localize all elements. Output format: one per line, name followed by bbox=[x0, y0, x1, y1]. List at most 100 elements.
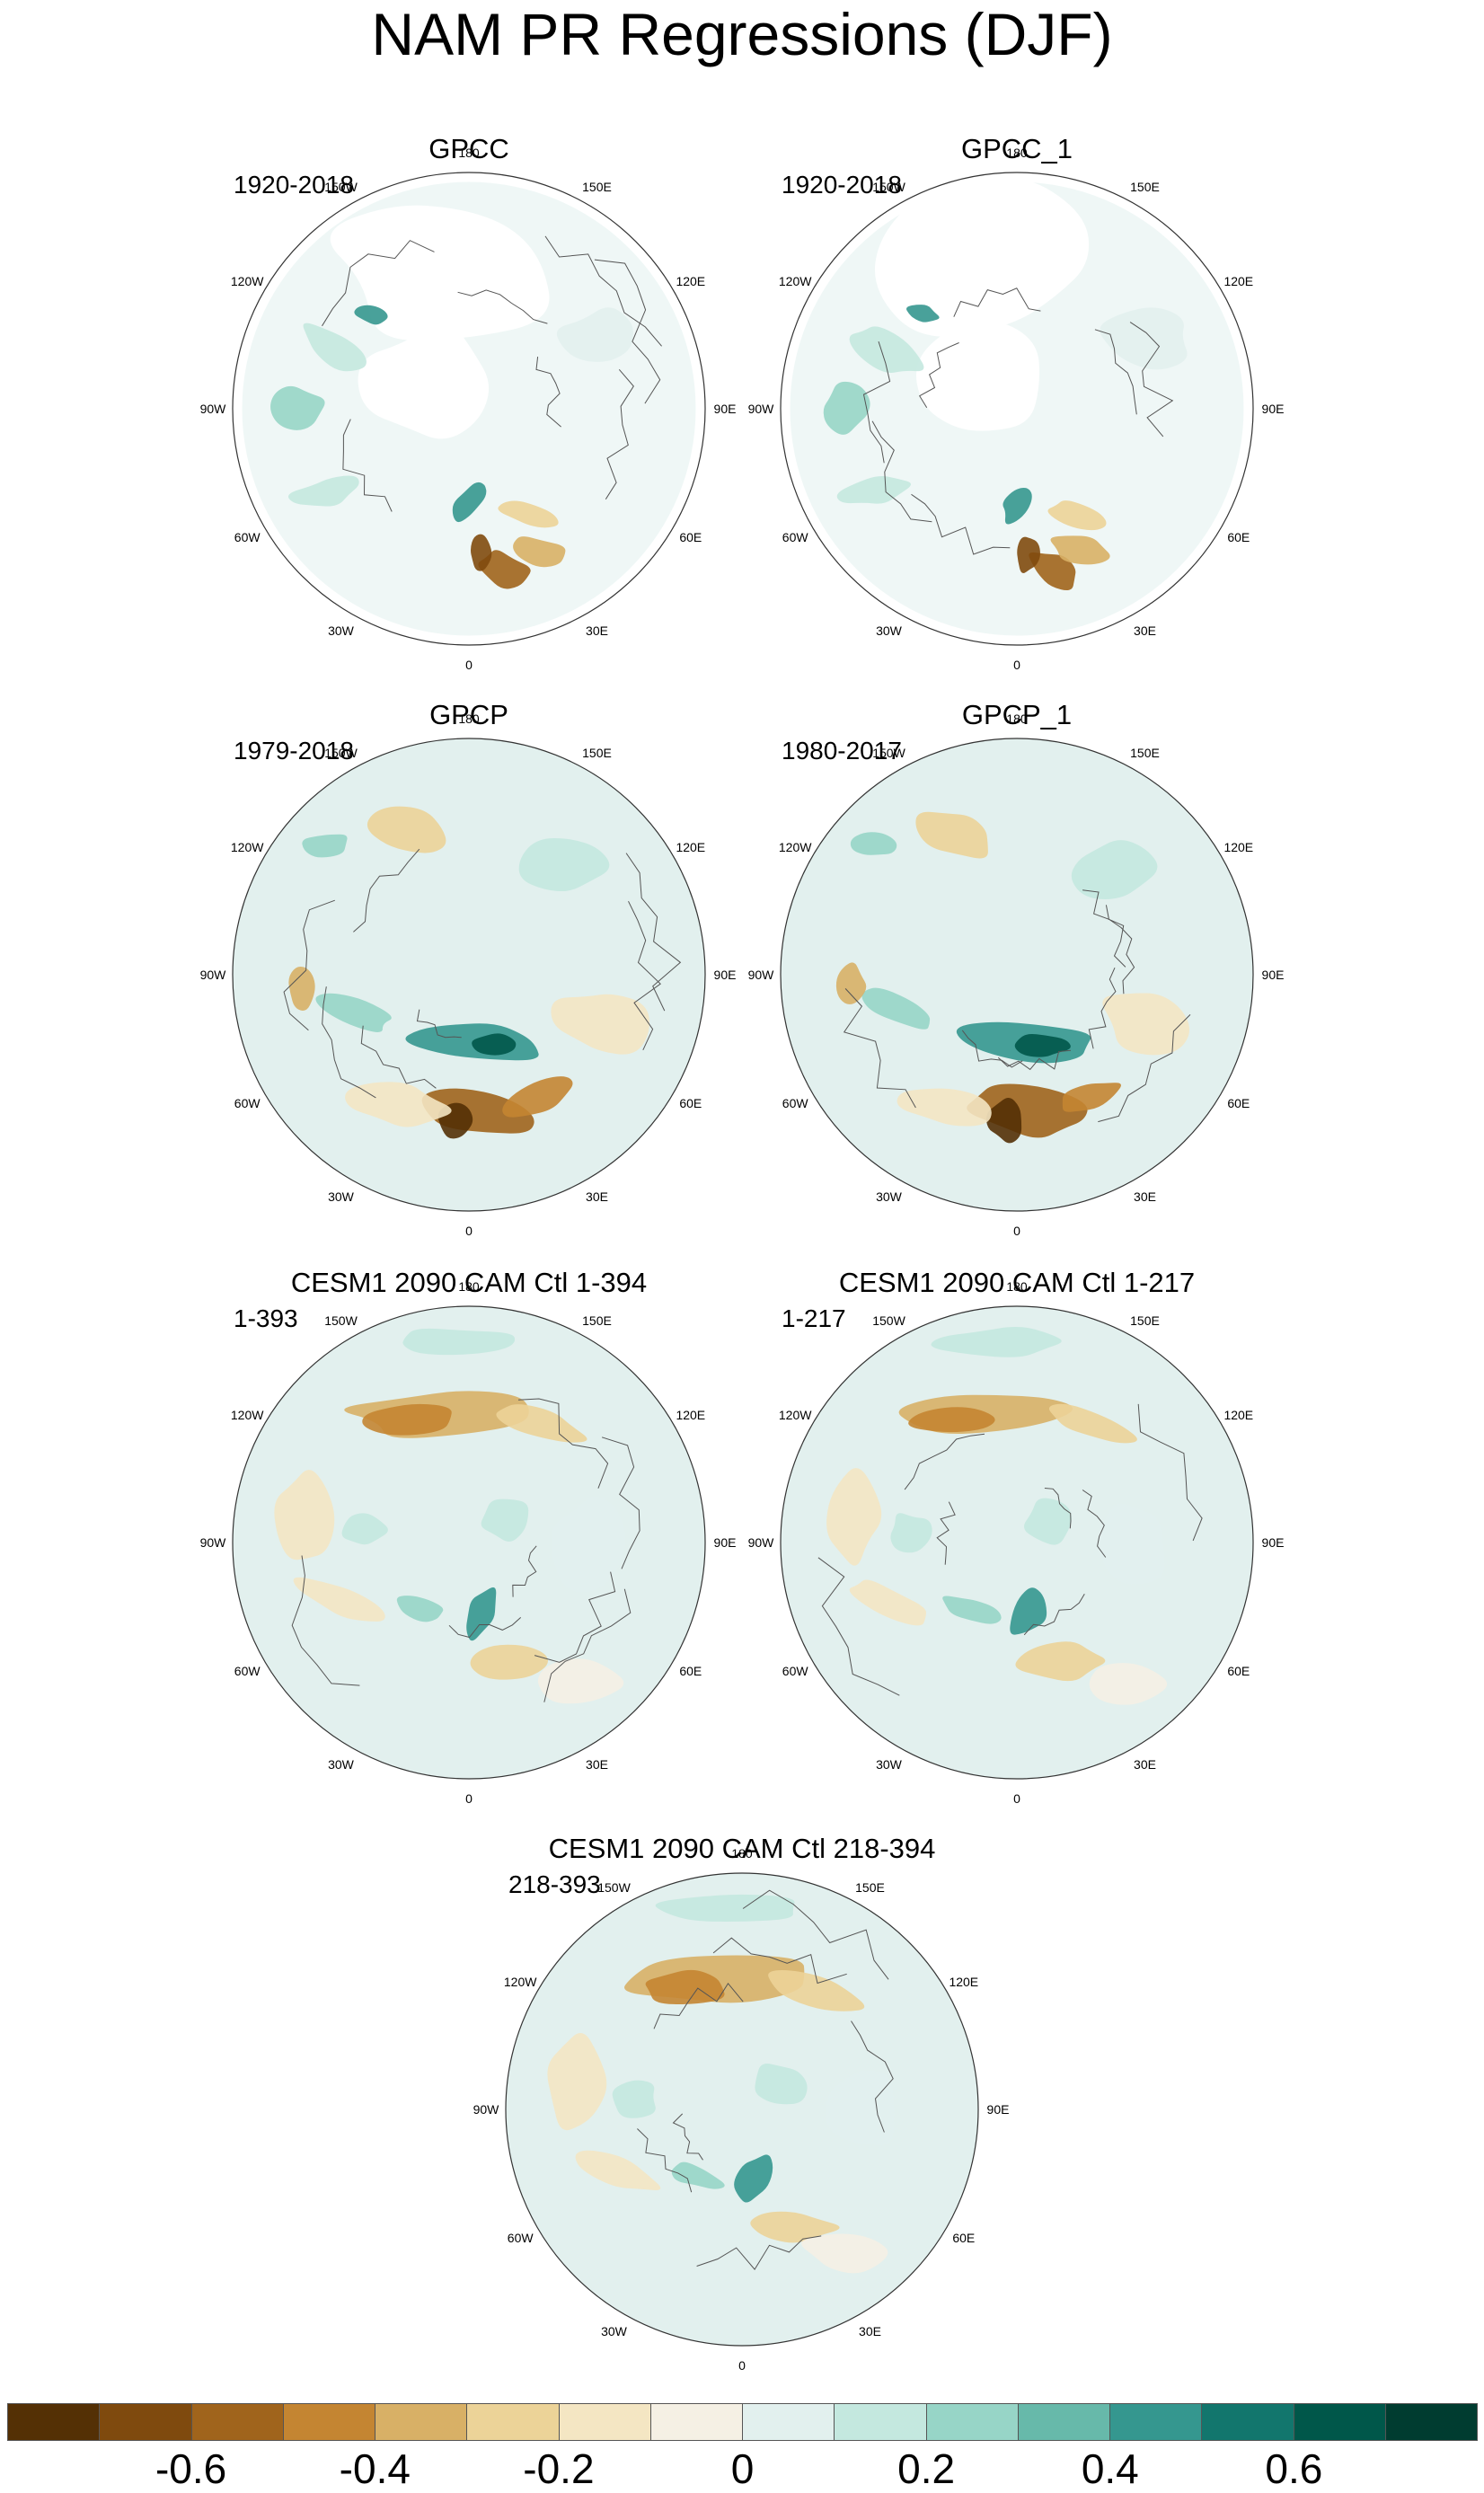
coastline bbox=[360, 1025, 437, 1089]
anomaly-region bbox=[1015, 1641, 1106, 1682]
map-boundary bbox=[232, 1305, 706, 1780]
longitude-label: 150E bbox=[1130, 180, 1160, 195]
colorbar-swatch bbox=[835, 2404, 927, 2440]
coastline bbox=[936, 1501, 956, 1565]
coastline bbox=[672, 2113, 703, 2161]
polar-map bbox=[780, 172, 1254, 646]
colorbar-swatch bbox=[283, 2404, 375, 2440]
map-boundary bbox=[232, 172, 706, 646]
longitude-label: 120E bbox=[676, 839, 706, 854]
anomaly-region bbox=[471, 534, 492, 571]
panel-period: 1920-2018 bbox=[782, 171, 902, 199]
longitude-label: 150W bbox=[872, 180, 905, 195]
coastline bbox=[283, 899, 335, 1031]
anomaly-region bbox=[498, 500, 559, 528]
coastline bbox=[1023, 1594, 1085, 1636]
anomaly-region bbox=[551, 1496, 626, 1593]
anomaly-region bbox=[402, 1328, 516, 1356]
longitude-label: 60W bbox=[234, 1663, 261, 1678]
colorbar-tick-label: 0 bbox=[730, 2445, 755, 2492]
anomaly-region bbox=[1010, 1587, 1047, 1635]
longitude-label: 30E bbox=[586, 623, 608, 638]
anomaly-region bbox=[1102, 993, 1190, 1056]
anomaly-region bbox=[801, 2233, 888, 2274]
coastline bbox=[601, 1437, 640, 1569]
longitude-label: 60W bbox=[782, 1095, 808, 1110]
anomaly-region bbox=[518, 838, 610, 892]
anomaly-region bbox=[362, 1403, 452, 1436]
anomaly-region bbox=[396, 1596, 444, 1622]
coastline bbox=[605, 368, 634, 499]
anomaly-region bbox=[942, 1596, 1002, 1624]
longitude-label: 120E bbox=[676, 1407, 706, 1422]
map-boundary bbox=[232, 738, 706, 1212]
anomaly-region bbox=[612, 2080, 656, 2118]
map-boundary bbox=[780, 1305, 1254, 1780]
longitude-label: 30E bbox=[1134, 1189, 1156, 1204]
longitude-label: 90E bbox=[713, 402, 737, 416]
panel-period: 1-217 bbox=[782, 1304, 846, 1332]
longitude-label: 150E bbox=[582, 1313, 612, 1329]
colorbar-swatch bbox=[1202, 2404, 1294, 2440]
panel-title: CESM1 2090 CAM Ctl 1-394 bbox=[290, 1267, 648, 1298]
anomaly-region bbox=[288, 966, 315, 1011]
coastline bbox=[851, 2020, 894, 2133]
coastline bbox=[1098, 1014, 1191, 1123]
coastline bbox=[512, 1545, 537, 1597]
longitude-label: 60E bbox=[679, 1663, 702, 1678]
anomaly-region bbox=[537, 1658, 624, 1704]
anomaly-region bbox=[823, 381, 870, 435]
panel-period: 218-393 bbox=[508, 1870, 601, 1898]
longitude-label: 180 bbox=[1006, 712, 1028, 726]
anomaly-region bbox=[287, 475, 359, 507]
anomaly-region bbox=[755, 2064, 808, 2105]
polar-map bbox=[232, 1305, 706, 1780]
anomaly-region bbox=[835, 962, 867, 1004]
figure-title: NAM PR Regressions (DJF) bbox=[371, 1, 1113, 67]
anomaly-region bbox=[849, 1579, 927, 1626]
coastline bbox=[911, 493, 1011, 555]
colorbar-tick-label: 0.6 bbox=[1265, 2445, 1323, 2492]
anomaly-region bbox=[452, 482, 487, 523]
anomaly-region bbox=[905, 305, 940, 323]
coastline bbox=[543, 1588, 632, 1702]
anomaly-region bbox=[513, 536, 566, 568]
longitude-label: 0 bbox=[465, 658, 473, 672]
anomaly-region bbox=[1071, 840, 1158, 899]
longitude-label: 90E bbox=[1261, 968, 1285, 982]
longitude-label: 90E bbox=[713, 1535, 737, 1550]
longitude-label: 30W bbox=[328, 623, 354, 638]
anomaly-region bbox=[1048, 1403, 1137, 1444]
coastline bbox=[322, 240, 435, 327]
longitude-label: 90W bbox=[747, 968, 774, 982]
longitude-label: 30E bbox=[1134, 623, 1156, 638]
panel-title: GPCP bbox=[429, 699, 508, 730]
colorbar-tick-label: -0.4 bbox=[339, 2445, 411, 2492]
map-boundary bbox=[505, 1872, 979, 2347]
longitude-label: 150W bbox=[324, 180, 358, 195]
longitude-label: 90E bbox=[986, 2102, 1010, 2117]
anomaly-region bbox=[270, 385, 325, 430]
coastline bbox=[534, 1571, 616, 1663]
colorbar-swatch bbox=[1110, 2404, 1203, 2440]
colorbar-swatch bbox=[467, 2404, 560, 2440]
anomaly-region bbox=[345, 1082, 452, 1127]
coastline bbox=[953, 287, 1041, 317]
colorbar-tick-label: -0.6 bbox=[155, 2445, 227, 2492]
colorbar-tick-label: -0.2 bbox=[523, 2445, 595, 2492]
colorbar bbox=[7, 2403, 1478, 2441]
anomaly-region bbox=[734, 2154, 773, 2203]
anomaly-region bbox=[671, 2161, 725, 2189]
longitude-label: 150E bbox=[1130, 746, 1160, 761]
coastline bbox=[653, 1982, 744, 2029]
anomaly-region bbox=[341, 1513, 388, 1545]
map-boundary bbox=[780, 738, 1254, 1212]
anomaly-region bbox=[750, 2211, 840, 2243]
anomaly-region bbox=[861, 987, 931, 1030]
coastline bbox=[637, 2128, 693, 2193]
longitude-label: 120W bbox=[230, 1407, 264, 1422]
longitude-label: 90W bbox=[747, 402, 774, 416]
coastline bbox=[1082, 889, 1126, 968]
longitude-label: 150E bbox=[1130, 1313, 1160, 1329]
longitude-label: 60W bbox=[234, 529, 261, 544]
